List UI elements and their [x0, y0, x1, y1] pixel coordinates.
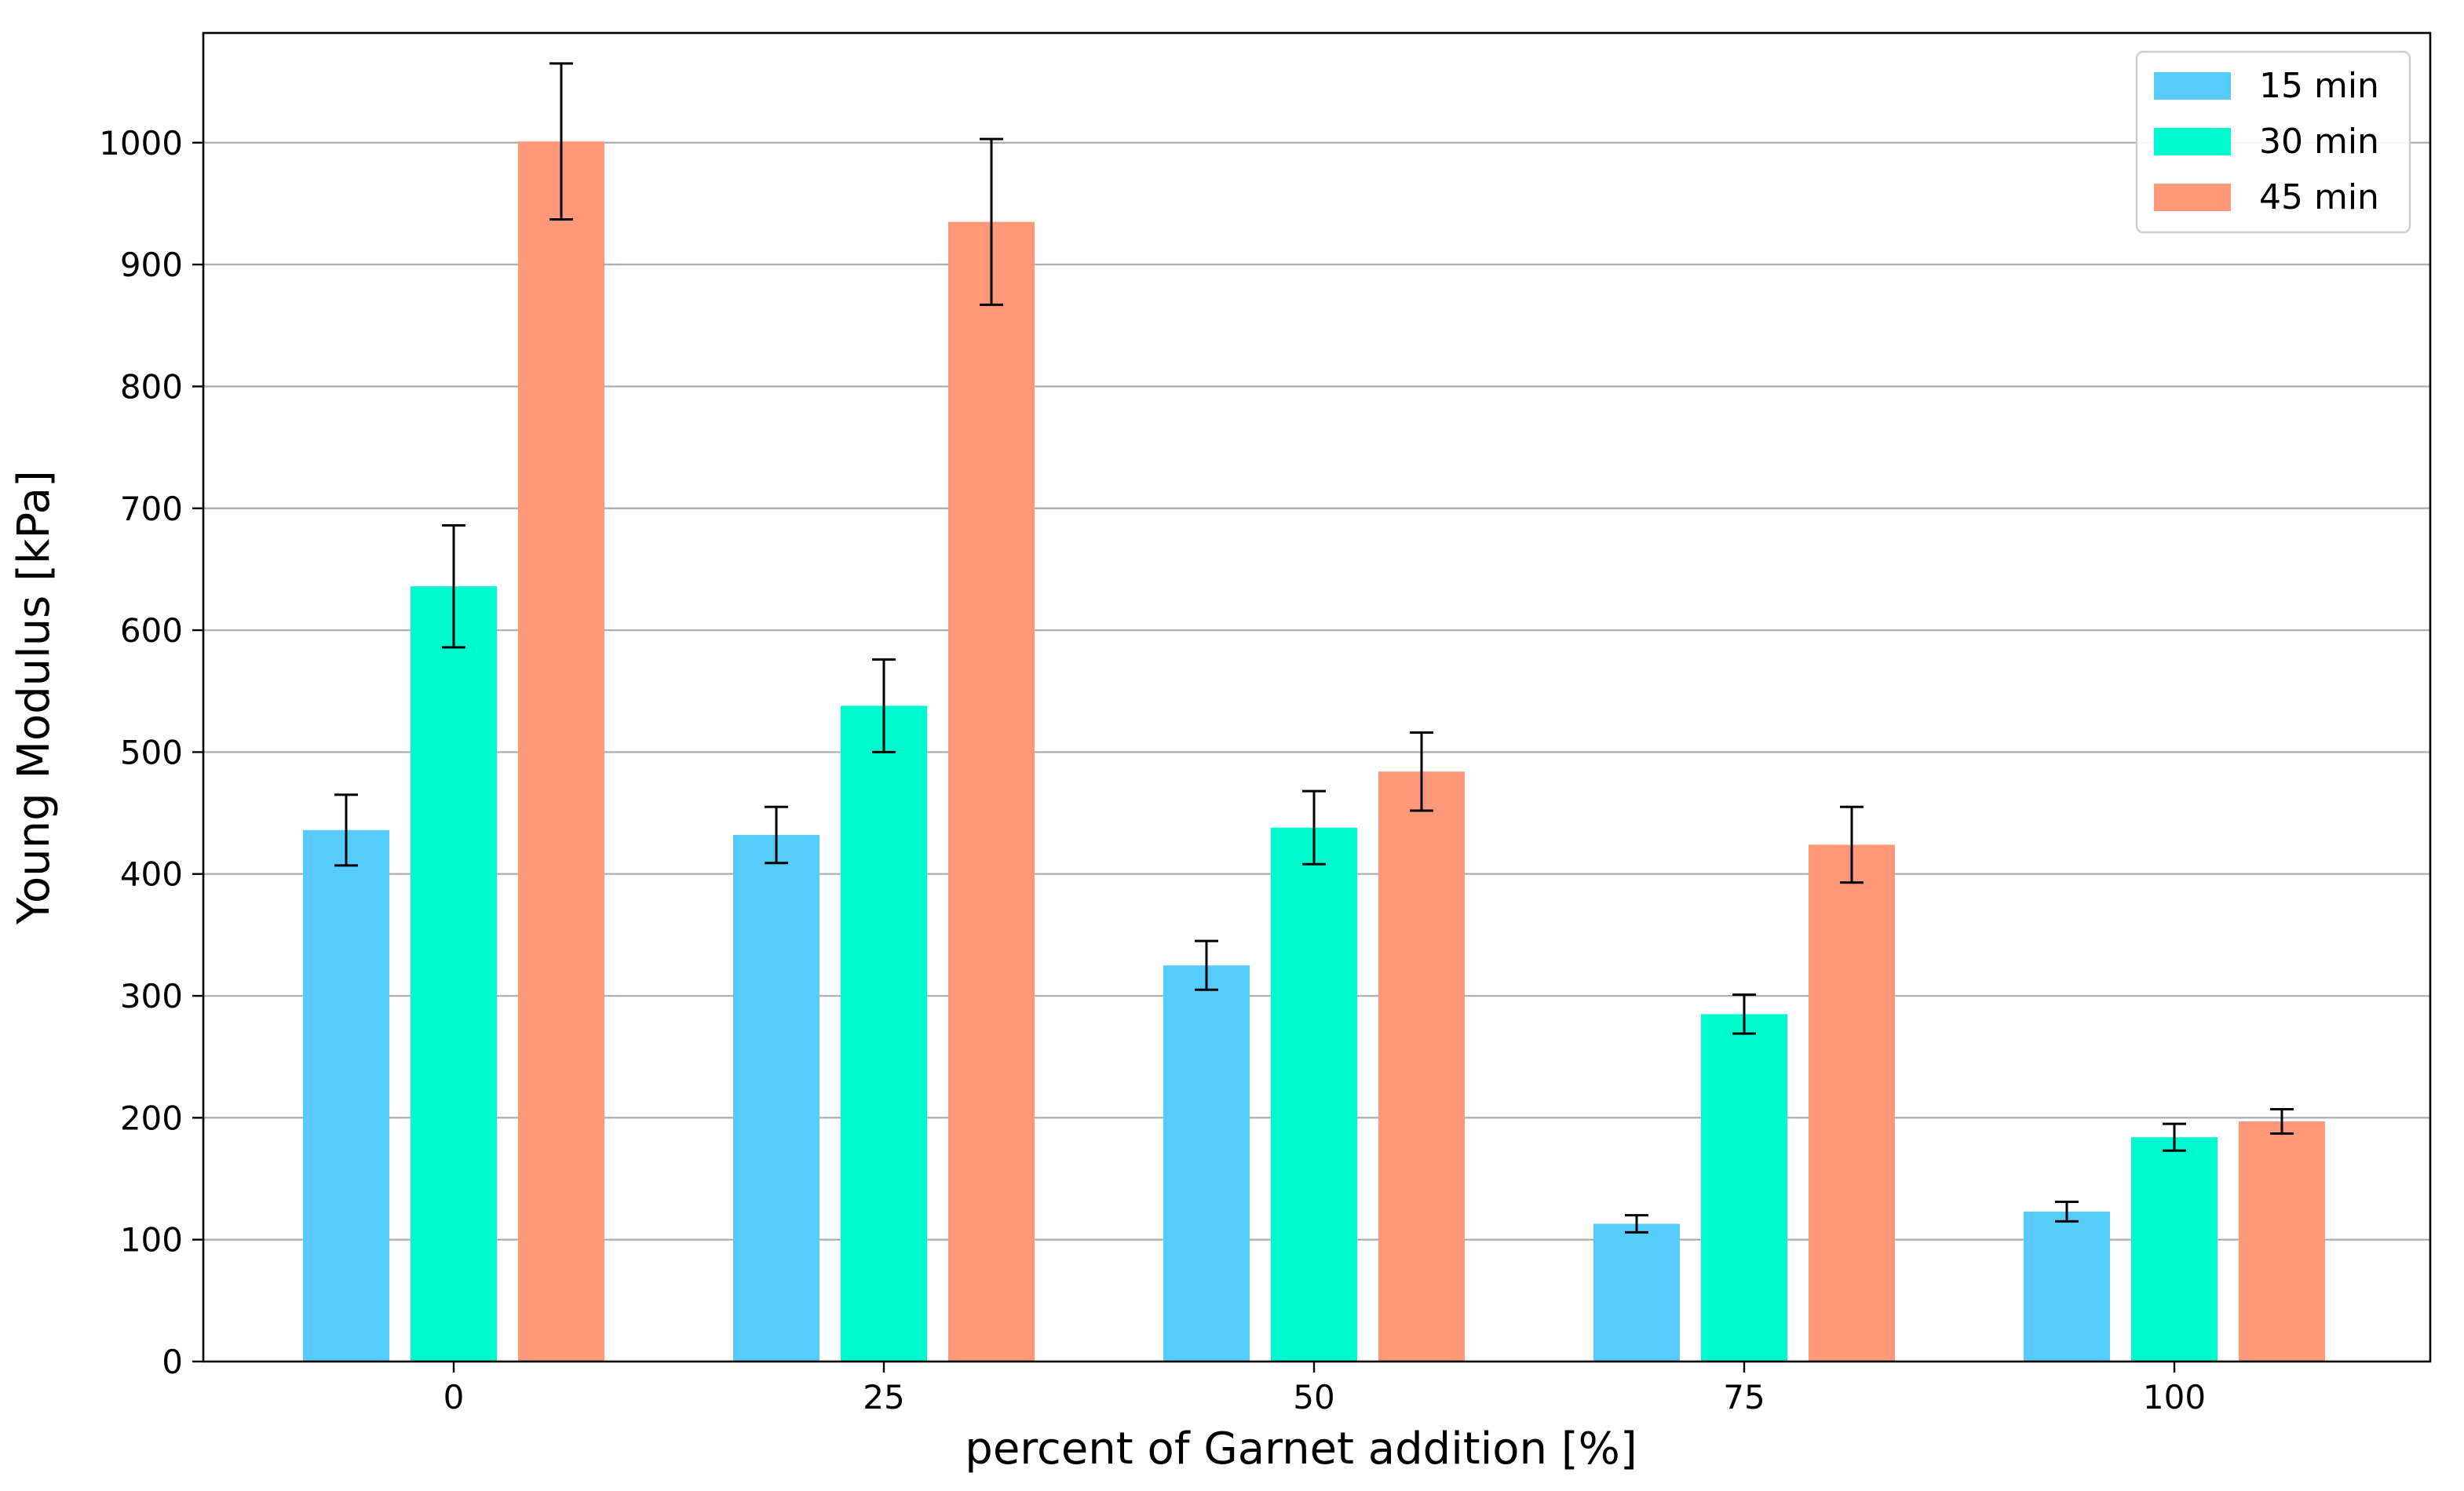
bar-15-min-75 [1593, 1223, 1680, 1362]
x-axis-ticks: 0 25 50 75 100 [444, 1362, 2206, 1416]
bar-45-min-75 [1809, 844, 1895, 1362]
y-tick-label: 700 [120, 490, 183, 528]
bar-15-min-25 [733, 835, 820, 1362]
y-tick-label: 900 [120, 246, 183, 284]
bar-30-min-100 [2131, 1137, 2218, 1362]
y-tick-label: 500 [120, 733, 183, 771]
bar-15-min-50 [1163, 965, 1250, 1362]
bar-30-min-0 [411, 586, 497, 1362]
bar-45-min-0 [518, 141, 604, 1362]
bar-45-min-50 [1378, 771, 1465, 1362]
y-tick-label: 1000 [99, 124, 183, 162]
legend-swatch-45-min [2154, 184, 2231, 211]
legend: 15 min 30 min 45 min [2135, 50, 2411, 234]
x-tick-label: 100 [2143, 1378, 2206, 1416]
error-bars [334, 62, 2294, 1234]
y-tick-label: 100 [120, 1221, 183, 1260]
legend-label: 15 min [2259, 66, 2379, 106]
legend-swatch-30-min [2154, 128, 2231, 155]
y-tick-label: 200 [120, 1099, 183, 1137]
x-axis-label: percent of Garnet addition [%] [965, 1424, 1637, 1475]
plot-frame [202, 31, 2432, 1363]
y-tick-label: 600 [120, 611, 183, 650]
y-tick-label: 0 [162, 1343, 183, 1381]
bars [303, 141, 2325, 1362]
bar-30-min-50 [1271, 827, 1357, 1362]
bar-15-min-0 [303, 829, 389, 1362]
x-tick-label: 75 [1723, 1378, 1765, 1416]
bar-30-min-25 [841, 705, 927, 1362]
x-tick-label: 25 [863, 1378, 904, 1416]
y-axis-label: Young Modulus [kPa] [9, 470, 60, 925]
bar-15-min-100 [2024, 1211, 2110, 1362]
y-tick-label: 400 [120, 855, 183, 894]
y-tick-label: 300 [120, 977, 183, 1015]
x-tick-label: 0 [444, 1378, 465, 1416]
bar-30-min-75 [1701, 1014, 1787, 1362]
legend-swatch-15-min [2154, 72, 2231, 100]
y-axis-ticks: 0 100 200 300 400 500 600 700 800 900 1000 [99, 124, 203, 1381]
legend-label: 45 min [2259, 177, 2379, 217]
legend-label: 30 min [2259, 122, 2379, 162]
bar-45-min-100 [2239, 1121, 2325, 1362]
x-tick-label: 50 [1293, 1378, 1334, 1416]
bar-45-min-25 [948, 221, 1035, 1362]
y-tick-label: 800 [120, 367, 183, 406]
